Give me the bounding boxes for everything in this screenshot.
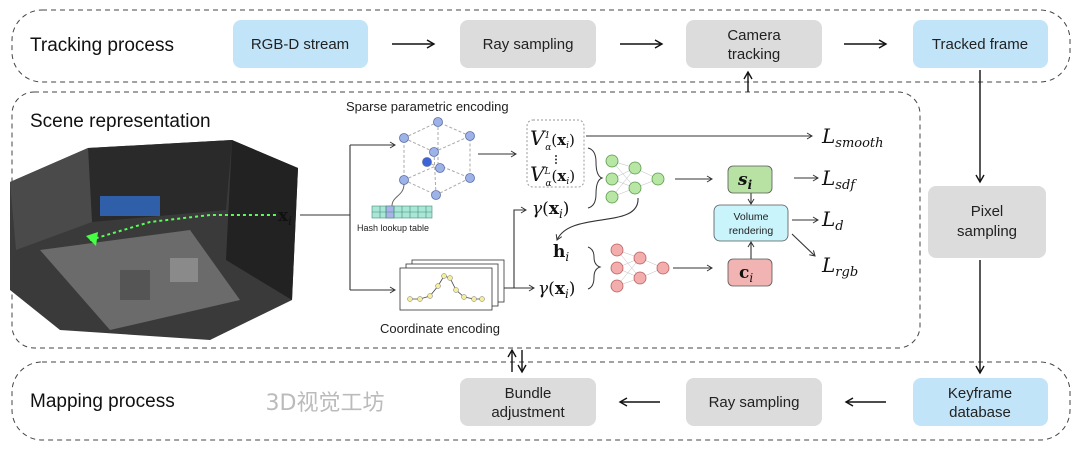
tracking-title: Tracking process [30,35,174,56]
svg-text:Tracked frame: Tracked frame [932,36,1028,53]
loss-depth: Ld [821,207,844,234]
feature-box [526,119,585,188]
svg-text:database: database [949,404,1011,421]
ray-sampling-box: Ray sampling [460,20,596,68]
feature-level-L: VL α(xi) [530,162,575,189]
svg-text:Volume: Volume [733,211,768,223]
svg-text:ci: ci [739,263,753,285]
rgbd-stream-box: RGB-D stream [233,20,368,68]
sdf-mlp [605,154,665,204]
gamma-x-sdf: γ(xi) [532,199,569,221]
hash-lookup-table [371,205,433,219]
svg-text:Camera: Camera [727,27,781,44]
x-i-label: xi [278,206,292,228]
volume-rendering-box: Volume rendering [713,204,789,242]
mapping-title: Mapping process [30,391,175,412]
braces [587,147,604,290]
scene-container [11,91,921,349]
svg-text:Bundle: Bundle [505,385,552,402]
sdf-output-box: si [727,165,773,194]
svg-text:si: si [737,170,753,192]
camera-tracking-box: Camera tracking [686,20,822,68]
watermark: 3D视觉工坊 [266,391,385,416]
svg-text:Ray sampling: Ray sampling [709,394,800,411]
svg-text:Ray sampling: Ray sampling [483,36,574,53]
svg-text:adjustment: adjustment [491,404,565,421]
room-scene-image [10,140,298,340]
ellipsis-dots [555,155,557,164]
scene-title: Scene representation [30,111,211,132]
tracked-frame-box: Tracked frame [913,20,1048,68]
tracking-container [11,9,1071,83]
sparse-encoding-label: Sparse parametric encoding [346,99,509,114]
pixel-sampling-box: Pixel sampling [928,186,1046,258]
mapping-container [11,361,1071,441]
sparse-grid-cube [391,117,475,207]
loss-rgb: Lrgb [821,253,858,280]
tracking-arrows [392,39,985,407]
mapping-ray-sampling-box: Ray sampling [686,378,822,426]
keyframe-database-box: Keyframe database [913,378,1048,426]
hash-lookup-label: Hash lookup table [357,223,429,233]
svg-text:sampling: sampling [957,223,1017,240]
svg-text:Keyframe: Keyframe [948,385,1012,402]
svg-text:rendering: rendering [729,225,774,237]
svg-text:tracking: tracking [728,46,781,63]
gamma-x-color: γ(xi) [538,279,575,301]
loss-smooth: Lsmooth [821,124,884,151]
color-output-box: ci [727,258,773,287]
branch-lines [300,132,819,294]
color-mlp [610,243,670,293]
svg-text:RGB-D stream: RGB-D stream [251,36,349,53]
coordinate-encoding-stack [399,259,505,311]
h-i-label: hi [553,242,569,264]
coordinate-encoding-label: Coordinate encoding [380,321,500,336]
feature-level-1: V1 α(xi) [530,126,575,153]
loss-sdf: Lsdf [821,166,857,193]
svg-text:Pixel: Pixel [971,203,1004,220]
bundle-adjustment-box: Bundle adjustment [460,378,596,426]
